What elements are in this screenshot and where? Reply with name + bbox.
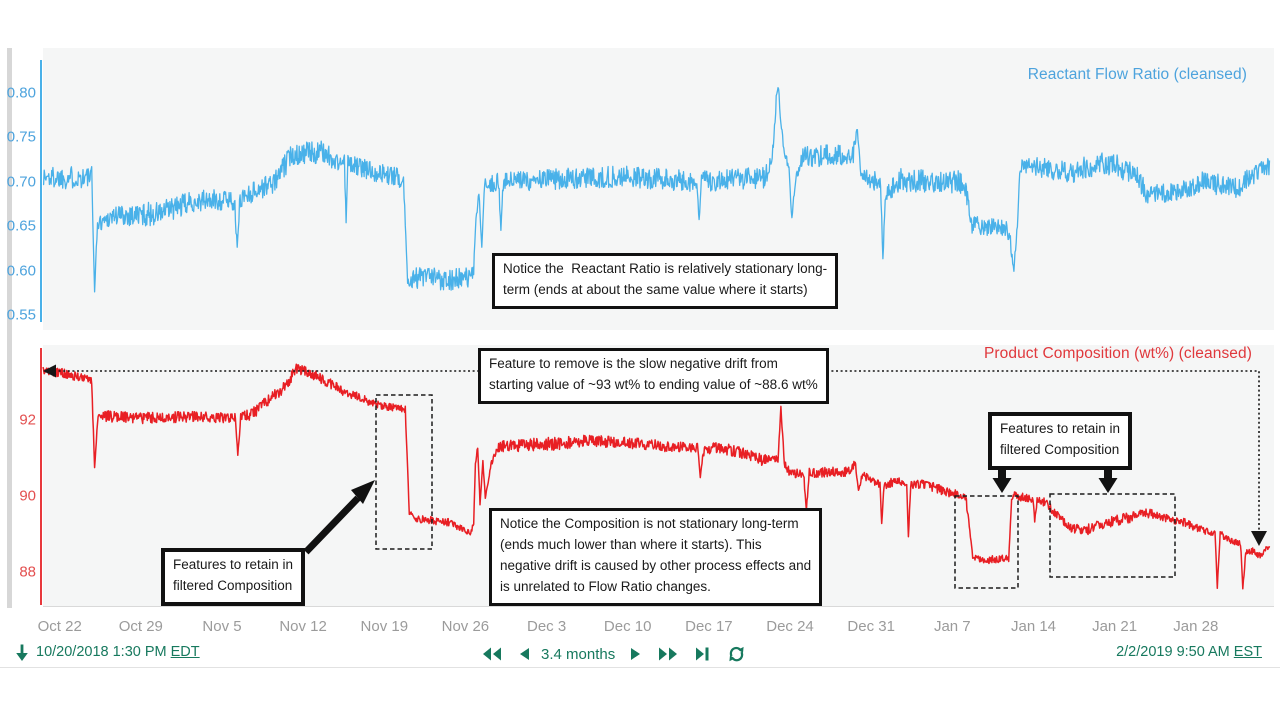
x-tick-label: Nov 5 (202, 618, 242, 635)
retain-region-box-1 (375, 394, 433, 550)
retain-region-box-2 (954, 495, 1019, 589)
drift-feature-callout: Feature to remove is the slow negative d… (478, 348, 829, 404)
end-time-link[interactable]: 2/2/2019 9:50 AM EST (1116, 644, 1262, 660)
x-tick-label: Nov 12 (279, 618, 327, 635)
x-tick-label: Dec 17 (685, 618, 733, 635)
drift-end-arrowhead-icon (1251, 531, 1267, 546)
reactant-flow-series (42, 87, 1271, 293)
end-timestamp: 2/2/2019 9:50 AM (1116, 644, 1230, 660)
y-tick-label: 90 (19, 487, 36, 505)
jump-back-button[interactable] (481, 643, 503, 665)
x-tick-label: Nov 26 (441, 618, 490, 635)
drift-reference-dotted-line (54, 370, 1260, 533)
y-tick-label: 0.65 (6, 217, 36, 235)
x-tick-label: Oct 22 (37, 618, 82, 635)
x-tick-label: Jan 21 (1092, 618, 1138, 635)
drift-start-arrowhead-icon (43, 364, 56, 378)
retain-right-arrowhead-2-icon (1098, 478, 1118, 493)
start-time-link[interactable]: 10/20/2018 1:30 PM EDT (36, 644, 200, 660)
retain-right-arrowhead-1-icon (992, 478, 1012, 493)
vertical-scrollbar[interactable] (7, 48, 12, 608)
start-timezone[interactable]: EDT (170, 644, 200, 660)
retain-left-arrowhead-icon (351, 480, 375, 504)
time-transport-controls: 3.4 months (481, 643, 746, 665)
step-back-button[interactable] (517, 643, 531, 665)
x-tick-label: Jan 14 (1010, 618, 1057, 635)
x-tick-label: Dec 31 (847, 618, 895, 635)
duration-label[interactable]: 3.4 months (541, 645, 616, 663)
display-range-toolbar: 10/20/2018 1:30 PM EDT 3.4 months (0, 641, 1280, 667)
y-tick-label: 92 (19, 411, 36, 429)
x-tick-label: Nov 19 (360, 618, 409, 635)
end-timezone[interactable]: EST (1233, 644, 1262, 660)
retain-features-callout-right: Features to retain in filtered Compositi… (988, 412, 1133, 470)
jump-end-button[interactable] (693, 643, 711, 665)
x-tick-label: Oct 29 (118, 618, 163, 635)
x-tick-label: Dec 10 (603, 618, 652, 635)
x-tick-label: Dec 24 (766, 618, 814, 635)
retain-left-arrow (303, 495, 361, 555)
composition-chart-title: Product Composition (wt%) (cleansed) (983, 345, 1252, 362)
reactant-chart-title: Reactant Flow Ratio (cleansed) (1027, 66, 1247, 83)
footer-divider (0, 667, 1280, 668)
reactant-stationary-callout: Notice the Reactant Ratio is relatively … (492, 253, 839, 309)
y-tick-label: 0.55 (6, 306, 36, 324)
y-tick-label: 0.70 (6, 173, 36, 191)
start-timestamp: 10/20/2018 1:30 PM (36, 644, 167, 660)
fast-forward-button[interactable] (657, 643, 679, 665)
composition-nonstationary-callout: Notice the Composition is not stationary… (489, 508, 823, 606)
range-start-arrow-icon (16, 644, 28, 661)
refresh-button[interactable] (727, 643, 746, 665)
composition-series (42, 363, 1271, 590)
retain-features-callout-left: Features to retain in filtered Compositi… (161, 548, 306, 606)
x-tick-label: Jan 7 (933, 618, 971, 635)
y-tick-label: 0.60 (6, 262, 36, 280)
y-tick-label: 88 (19, 563, 36, 581)
x-tick-label: Jan 28 (1173, 618, 1219, 635)
y-tick-label: 0.80 (6, 84, 36, 102)
step-forward-button[interactable] (629, 643, 643, 665)
x-tick-label: Dec 3 (527, 618, 567, 635)
y-tick-label: 0.75 (6, 128, 36, 146)
retain-region-box-3 (1049, 493, 1176, 578)
